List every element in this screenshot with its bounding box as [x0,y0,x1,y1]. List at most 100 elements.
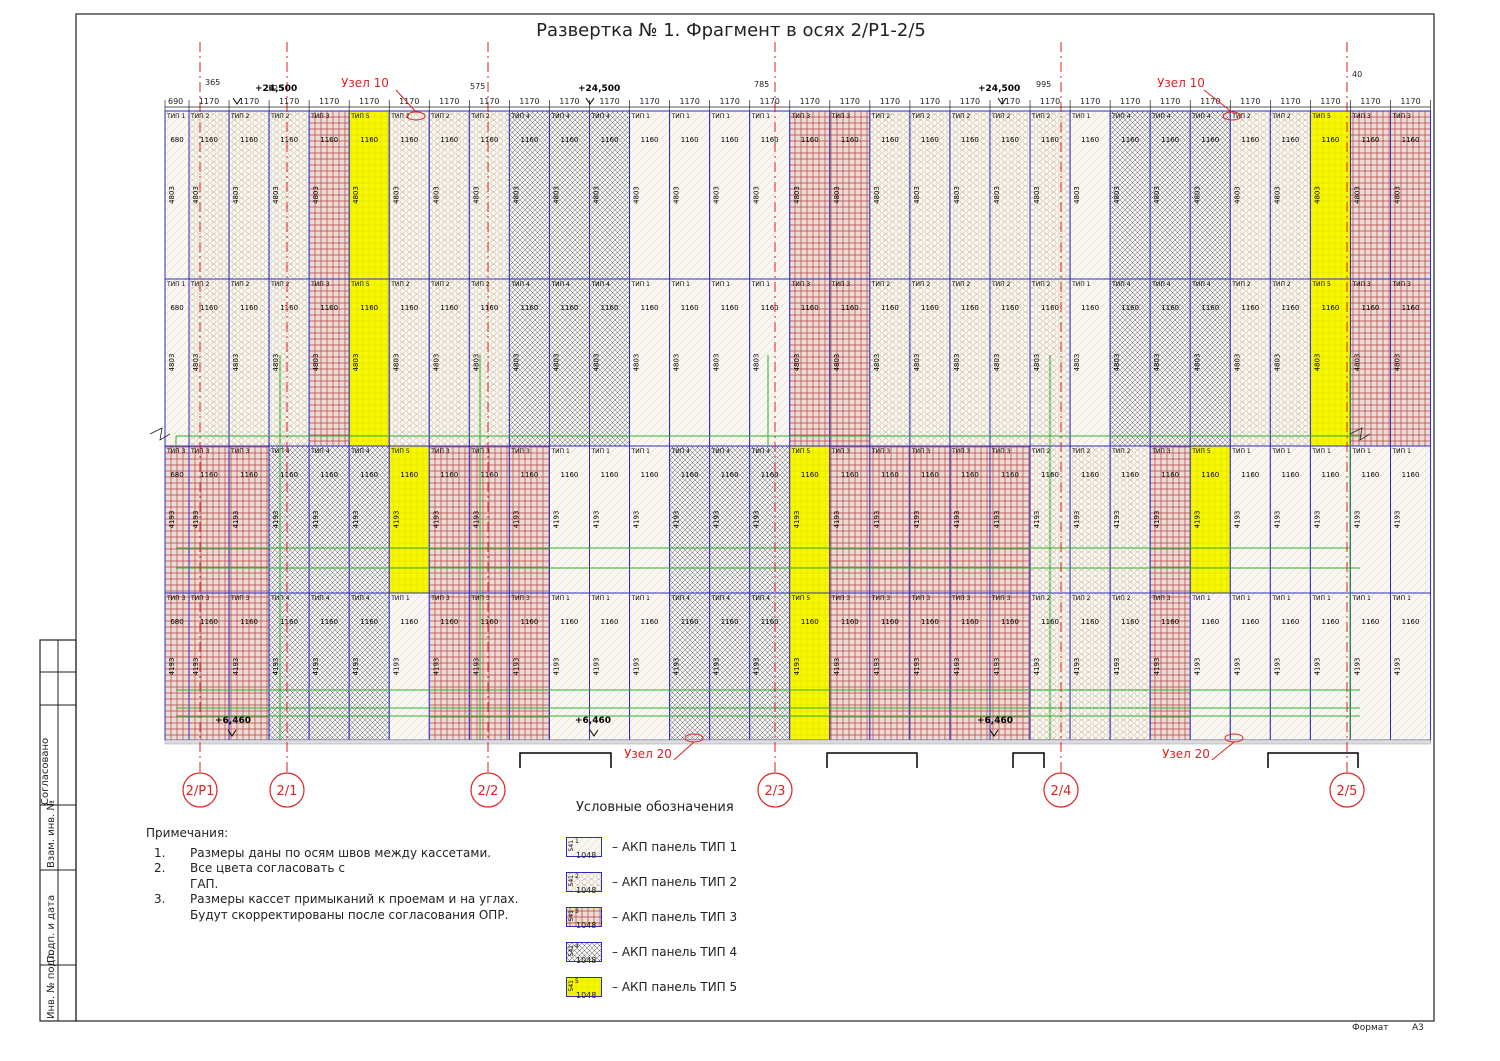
panel-width-label: 1160 [921,618,939,626]
panel-type-label: ТИП 3 [1351,113,1371,120]
panel-width-label: 1160 [1281,471,1299,479]
legend-item-type-1: 541 1 1048– АКП панель ТИП 1 [566,829,737,864]
panel-width-label: 1160 [1322,136,1340,144]
panel-width-label: 1160 [641,471,659,479]
panel-type-label: ТИП 3 [190,595,210,602]
panel-height-label: 4803 [352,354,360,372]
note-item: 3. Размеры кассет примыканий к проемам и… [146,892,518,923]
legend-sample-width: 1048 [576,921,597,930]
legend-swatch: 541 4 [566,941,602,962]
panel-width-label: 1160 [561,136,579,144]
panel-width-label: 1160 [521,471,539,479]
panel-type-1 [629,278,671,447]
dim-module-label: 1170 [1040,97,1060,106]
dimension-layer: 1170 1170 1170 1170 1170 1170 1170 1170 1170 1170… [149,89,1431,768]
panel-height-label: 4193 [593,511,601,529]
panel-width-label: 1160 [1161,618,1179,626]
dim-module-label: 1170 [1120,97,1140,106]
panel-type-3 [308,110,350,280]
panel-type-label: ТИП 2 [1111,448,1131,455]
panel-height-label: 4193 [793,511,801,529]
dim-module-label: 1170 [880,97,900,106]
panel-height-label: 4803 [312,186,320,204]
panel-height-label: 4803 [232,354,240,372]
panel-width-label: 1160 [681,618,699,626]
panel-height-label: 4193 [793,658,801,676]
panel-width-label: 680 [170,136,183,144]
node-label-20-right: Узел 20 [1162,747,1210,761]
dim-module-label: 1170 [1000,97,1020,106]
panel-type-4 [589,278,631,447]
legend-swatch: 541 5 [566,976,602,997]
panel-width-label: 1160 [320,304,338,312]
panel-type-label: ТИП 4 [550,113,570,120]
panel-width-label: 1160 [1362,304,1380,312]
dim-module-label: 1170 [960,97,980,106]
panel-type-label: ТИП 1 [711,113,731,120]
panel-height-label: 4803 [1313,186,1321,204]
panel-type-1 [1069,110,1111,280]
elev-top-1: +24,500 [255,84,297,94]
panel-type-label: ТИП 3 [510,448,530,455]
panel-type-2 [428,278,470,447]
panel-height-label: 4193 [1273,511,1281,529]
panel-type-3 [789,110,831,280]
panel-height-label: 4193 [192,511,200,529]
panel-width-label: 1160 [1402,471,1420,479]
panel-height-label: 4193 [1313,658,1321,676]
panel-width-label: 1160 [360,618,378,626]
panel-height-label: 4193 [1353,511,1361,529]
panel-type-2 [188,110,230,280]
panel-width-label: 1160 [440,304,458,312]
panel-type-3 [1349,110,1391,280]
panel-width-label: 1160 [1161,304,1179,312]
node-label-10-left: Узел 10 [341,76,389,90]
legend-sample-type: 2 [575,872,579,880]
panel-type-1 [629,110,671,280]
panel-type-1 [1390,592,1432,741]
panel-width-label: 1160 [1081,136,1099,144]
panel-width-label: 1160 [681,304,699,312]
panel-height-label: 4193 [993,658,1001,676]
panel-height-label: 4803 [272,354,280,372]
panel-type-label: ТИП 5 [390,448,410,455]
elevation-marker [585,97,595,105]
panel-height-label: 4193 [1033,511,1041,529]
panel-height-label: 4193 [1313,511,1321,529]
panel-width-label: 1160 [200,618,218,626]
panel-height-label: 4803 [873,354,881,372]
legend-item-type-2: 541 2 1048– АКП панель ТИП 2 [566,864,737,899]
panel-width-label: 1160 [320,471,338,479]
panel-width-label: 1160 [1081,618,1099,626]
panel-height-label: 4803 [793,186,801,204]
panel-type-label: ТИП 5 [1311,281,1331,288]
panel-type-label: ТИП 3 [831,281,851,288]
panel-type-label: ТИП 2 [1271,281,1291,288]
panel-type-label: ТИП 2 [270,281,290,288]
panel-type-5 [348,110,390,280]
panel-height-label: 4193 [1193,658,1201,676]
panel-height-label: 4193 [392,511,400,529]
panel-height-label: 4193 [192,658,200,676]
panel-type-label: ТИП 4 [591,113,611,120]
panel-type-2 [909,278,951,447]
panel-width-label: 1160 [801,471,819,479]
panel-width-label: 1160 [681,136,699,144]
axis-bubble [182,772,218,808]
panel-type-label: ТИП 5 [1311,113,1331,120]
panel-height-label: 4803 [593,186,601,204]
panel-type-label: ТИП 3 [230,448,250,455]
panel-height-label: 4803 [512,186,520,204]
panel-type-label: ТИП 5 [791,595,811,602]
panel-type-label: ТИП 1 [1311,595,1331,602]
panel-width-label: 680 [170,304,183,312]
legend-sample-width: 1048 [576,956,597,965]
panel-width-label: 1160 [801,136,819,144]
panel-type-label: ТИП 3 [871,595,891,602]
panel-type-label: ТИП 3 [166,595,186,602]
panel-height-label: 4803 [633,354,641,372]
panel-type-label: ТИП 2 [230,113,250,120]
panel-height-label: 4193 [1273,658,1281,676]
panel-height-label: 4803 [713,186,721,204]
panel-width-label: 1160 [641,136,659,144]
